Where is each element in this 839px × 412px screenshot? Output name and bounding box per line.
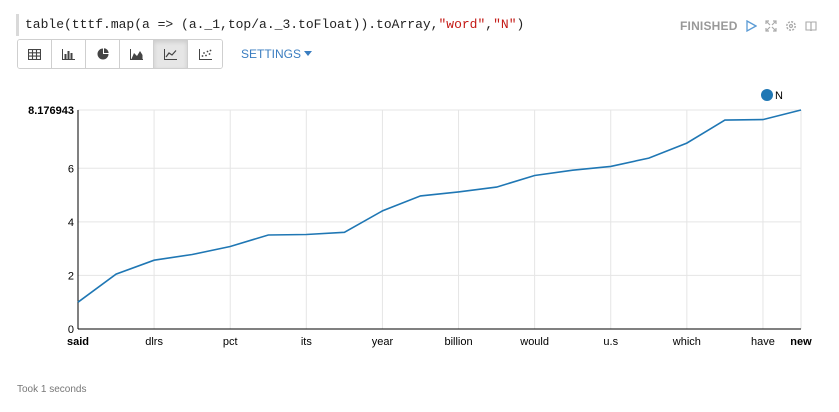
chart-legend[interactable]: N: [761, 89, 783, 102]
chart-grid: [77, 109, 802, 330]
pie-chart-button[interactable]: [86, 40, 120, 68]
bar-chart-icon: [62, 48, 75, 60]
line-chart: 0 2 4 6 8.176943 said dlrs pct its year billion wo…: [28, 89, 812, 348]
settings-label: SETTINGS: [241, 47, 302, 61]
x-tick-label: its: [301, 336, 313, 348]
code-comma: ,: [485, 17, 494, 32]
code-editor[interactable]: table(tttf.map(a => (a._1,top/a._3.toFlo…: [16, 14, 605, 36]
chart-axes: [77, 110, 801, 330]
y-tick-label: 0: [68, 324, 74, 336]
book-icon[interactable]: [804, 19, 818, 33]
expand-icon[interactable]: [764, 19, 778, 33]
x-tick-label: pct: [223, 336, 238, 348]
run-icon[interactable]: [744, 19, 758, 33]
x-tick-label: which: [672, 336, 701, 348]
legend-label-n: N: [775, 90, 783, 102]
series-line-n: [77, 109, 802, 303]
y-tick-label: 8.176943: [28, 105, 74, 117]
code-end: ): [516, 17, 525, 32]
scatter-chart-icon: [198, 48, 212, 60]
pie-chart-icon: [97, 48, 109, 60]
status-label: FINISHED: [680, 19, 738, 33]
y-axis-tick-labels: 0 2 4 6 8.176943: [28, 105, 74, 336]
x-tick-label: would: [519, 336, 549, 348]
settings-gear-icon[interactable]: [784, 19, 798, 33]
settings-dropdown[interactable]: SETTINGS: [241, 47, 313, 61]
y-tick-label: 6: [68, 163, 74, 175]
legend-marker-n: [761, 89, 773, 101]
y-tick-label: 4: [68, 217, 74, 229]
x-tick-label: year: [372, 336, 394, 348]
x-tick-label: billion: [444, 336, 472, 348]
code-string-n: "N": [493, 17, 517, 32]
x-tick-label: new: [790, 336, 812, 348]
y-tick-label: 2: [68, 270, 74, 282]
scatter-chart-button[interactable]: [188, 40, 222, 68]
line-chart-button[interactable]: [154, 40, 188, 68]
x-tick-label: u.s: [603, 336, 618, 348]
bar-chart-button[interactable]: [52, 40, 86, 68]
code-text: table(tttf.map(a => (a._1,top/a._3.toFlo…: [25, 17, 439, 32]
execution-time: Took 1 seconds: [17, 384, 87, 395]
x-axis-tick-labels: said dlrs pct its year billion would u.s which ha…: [67, 336, 812, 348]
chart-series: [77, 109, 802, 303]
caret-down-icon: [304, 51, 313, 56]
x-tick-label: dlrs: [145, 336, 163, 348]
table-view-button[interactable]: [18, 40, 52, 68]
line-chart-icon: [164, 48, 177, 60]
table-icon: [28, 48, 41, 60]
code-string-word: "word": [438, 17, 486, 32]
area-chart-button[interactable]: [120, 40, 154, 68]
x-tick-label: have: [751, 336, 775, 348]
visualization-toolbar: SETTINGS: [17, 39, 313, 69]
x-tick-label: said: [67, 336, 89, 348]
area-chart-icon: [130, 48, 143, 60]
paragraph-status-bar: FINISHED: [680, 16, 818, 36]
chart-type-button-group: [17, 39, 223, 69]
